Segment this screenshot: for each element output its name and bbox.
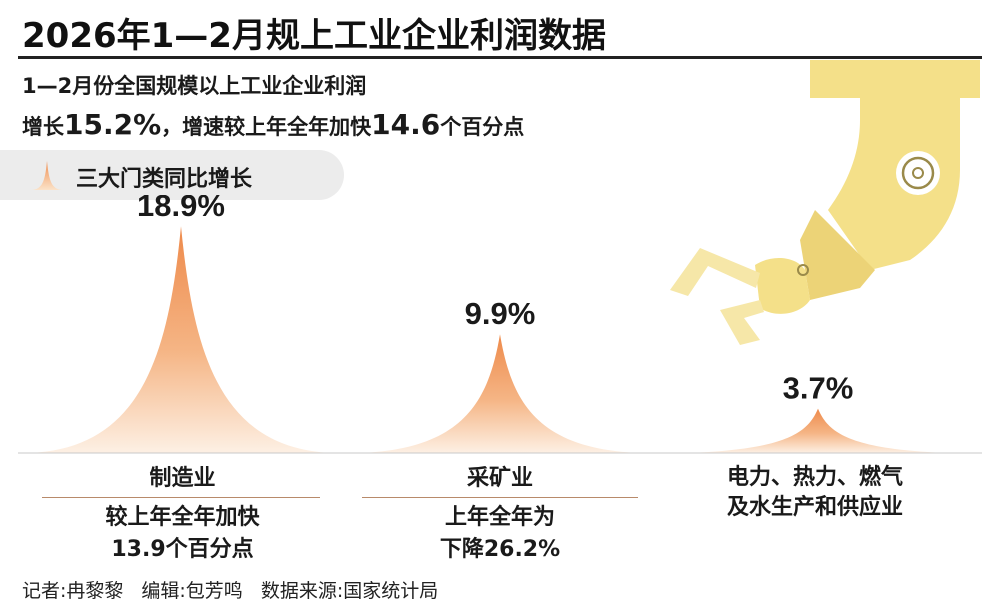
- peak-mining: [360, 334, 640, 453]
- robot-wrist: [755, 258, 810, 314]
- peaks-layer: [29, 226, 946, 453]
- note-mining: 上年全年为下降26.2%: [380, 502, 620, 566]
- category-label-line: 及水生产和供应业: [726, 495, 903, 520]
- robot-claw-upper: [670, 248, 760, 296]
- credits: 记者:冉黎黎 编辑:包芳鸣 数据来源:国家统计局: [22, 576, 456, 603]
- note-divider-manufacturing: [42, 497, 320, 498]
- robot-upper-arm: [828, 98, 960, 270]
- category-label-line: 电力、热力、燃气: [726, 465, 903, 490]
- note-line: 上年全年为: [444, 505, 555, 530]
- category-label-mining: 采矿业: [380, 464, 620, 494]
- robot-mount: [810, 60, 980, 98]
- category-label-utilities: 电力、热力、燃气 及水生产和供应业: [680, 463, 950, 523]
- legend-label: 三大门类同比增长: [76, 167, 253, 192]
- robot-arm-icon: [670, 60, 980, 345]
- subtitle-suffix: 个百分点: [440, 115, 525, 139]
- value-label-mining: 9.9%: [465, 296, 536, 331]
- note-line: 13.9个百分点: [111, 537, 254, 562]
- subtitle-line-1: 1—2月份全国规模以上工业企业利润: [22, 74, 367, 98]
- title-underline: [18, 56, 982, 59]
- subtitle-middle: ，增速较上年全年加快: [161, 115, 372, 139]
- credit-editor: 编辑:包芳鸣: [141, 580, 243, 602]
- profit-growth-chart: 18.9% 9.9% 3.7%: [18, 195, 982, 454]
- subtitle-growth-value: 15.2%: [64, 108, 162, 141]
- note-divider-mining: [362, 497, 638, 498]
- subtitle-acceleration-value: 14.6: [371, 108, 441, 141]
- value-label-manufacturing: 18.9%: [137, 195, 225, 223]
- category-label-line: 采矿业: [466, 466, 533, 491]
- note-manufacturing: 较上年全年加快 13.9个百分点: [60, 502, 305, 566]
- robot-wrist-bolt: [797, 264, 809, 276]
- credit-reporter: 记者:冉黎黎: [22, 580, 124, 602]
- category-label-manufacturing: 制造业: [60, 464, 305, 494]
- peak-utilities: [690, 408, 946, 453]
- peak-icon: [32, 161, 62, 190]
- page-title: 2026年1—2月规上工业企业利润数据: [22, 16, 606, 56]
- category-label-line: 制造业: [149, 466, 216, 491]
- note-line: 下降26.2%: [439, 537, 561, 562]
- robot-forearm: [800, 210, 875, 300]
- value-label-utilities: 3.7%: [783, 371, 854, 406]
- robot-claw-lower: [720, 300, 764, 345]
- subtitle-line-2: 增长15.2%，增速较上年全年加快14.6个百分点: [22, 108, 524, 141]
- subtitle-prefix: 增长: [22, 115, 64, 139]
- robot-joint-center: [912, 167, 924, 179]
- legend-pill: 三大门类同比增长: [0, 150, 344, 200]
- note-line: 较上年全年加快: [105, 505, 260, 530]
- robot-joint-ring: [901, 156, 935, 190]
- credit-source: 数据来源:国家统计局: [260, 580, 439, 602]
- peak-manufacturing: [29, 226, 333, 453]
